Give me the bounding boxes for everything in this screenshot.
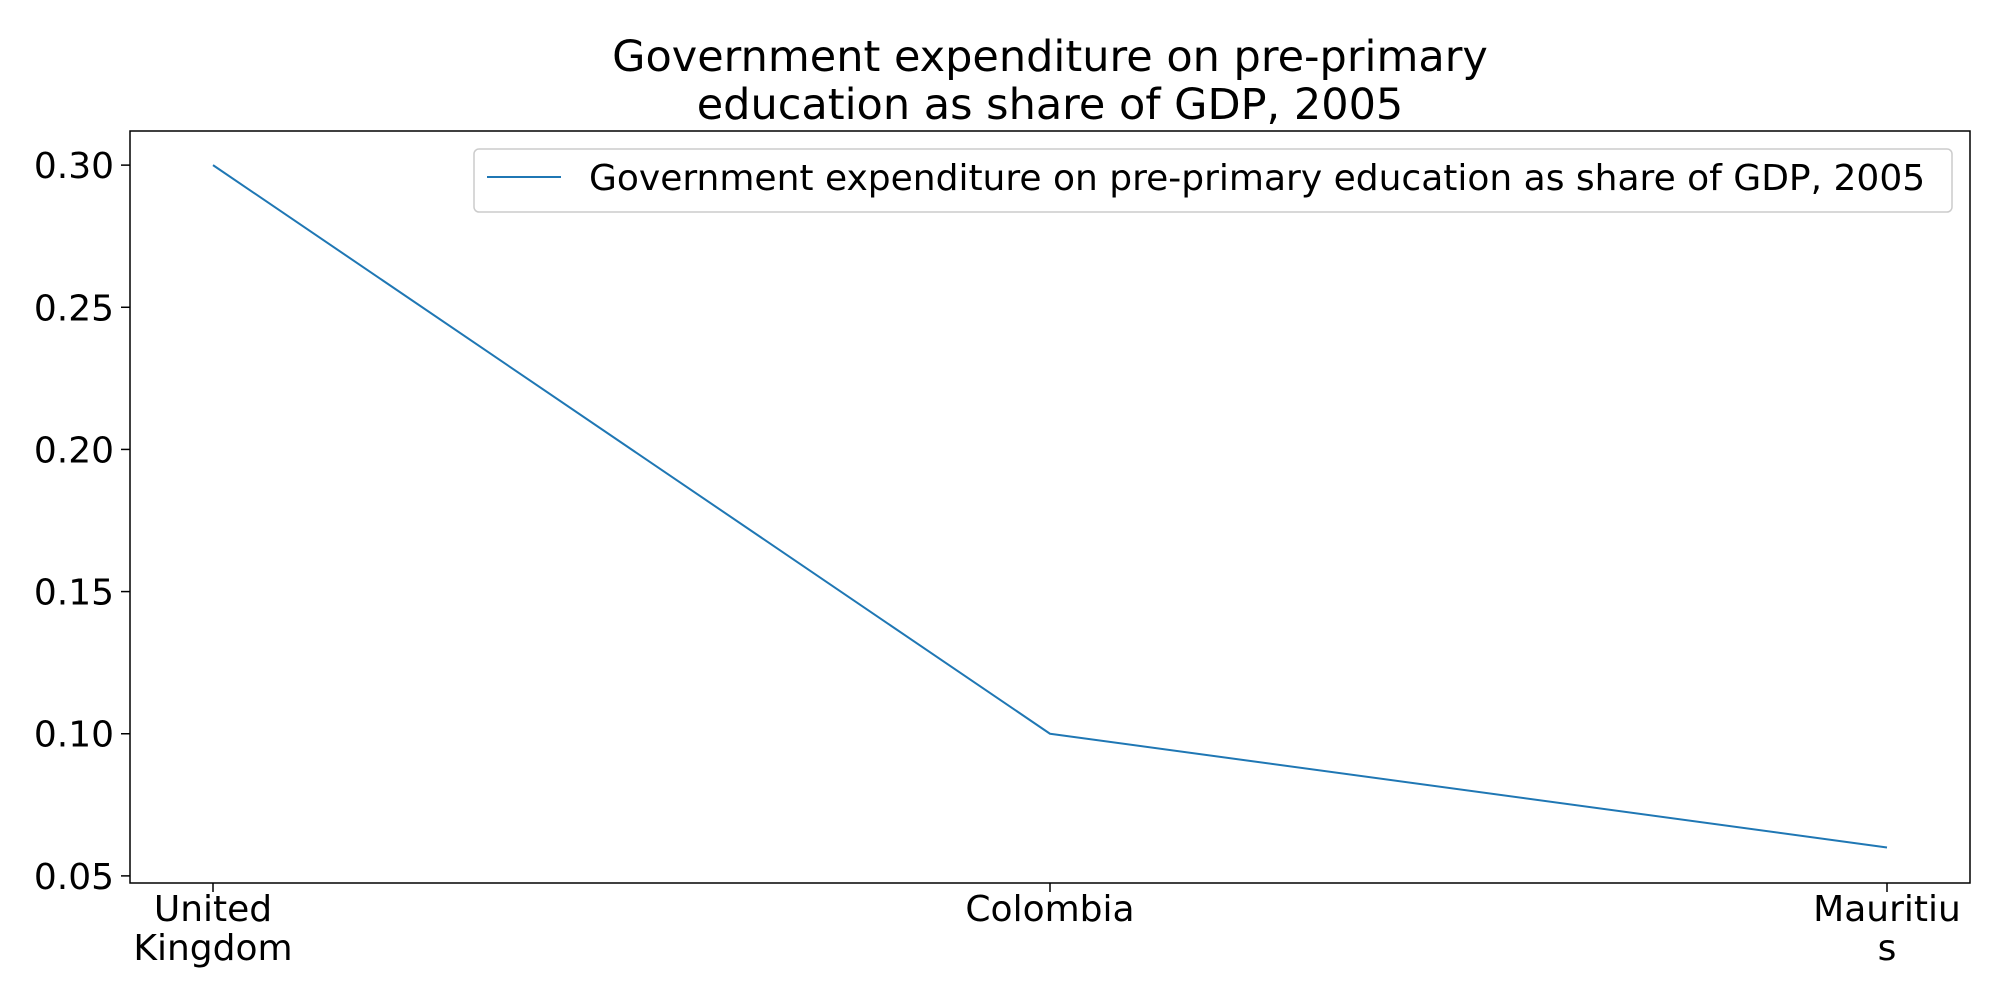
plot-area [130, 131, 1970, 883]
chart-title-line: education as share of GDP, 2005 [697, 80, 1404, 130]
y-axis: 0.05 0.10 0.15 0.20 0.25 0.30 [34, 146, 130, 898]
series-line [212, 164, 1888, 849]
y-tick-label: 0.30 [34, 146, 114, 187]
y-tick-label: 0.10 [34, 715, 114, 756]
x-tick-label: s [1878, 928, 1897, 969]
x-tick-label: Kingdom [133, 928, 292, 969]
legend-box [473, 148, 1953, 213]
plot-frame [129, 130, 1971, 884]
x-tick-label: Colombia [965, 889, 1134, 930]
chart-title: Government expenditure on pre-primaryedu… [612, 32, 1488, 130]
y-tick-label: 0.05 [34, 857, 114, 898]
y-tick-label: 0.20 [34, 430, 114, 471]
series-group [212, 164, 1888, 849]
y-tick-label: 0.15 [34, 573, 114, 614]
legend-label: Government expenditure on pre-primary ed… [589, 158, 1925, 199]
x-tick-label: United [154, 889, 272, 930]
y-tick-label: 0.25 [34, 288, 114, 329]
x-tick-label: Mauritiu [1813, 889, 1961, 930]
chart-title-line: Government expenditure on pre-primary [612, 32, 1488, 82]
legend: Government expenditure on pre-primary ed… [473, 148, 1953, 213]
